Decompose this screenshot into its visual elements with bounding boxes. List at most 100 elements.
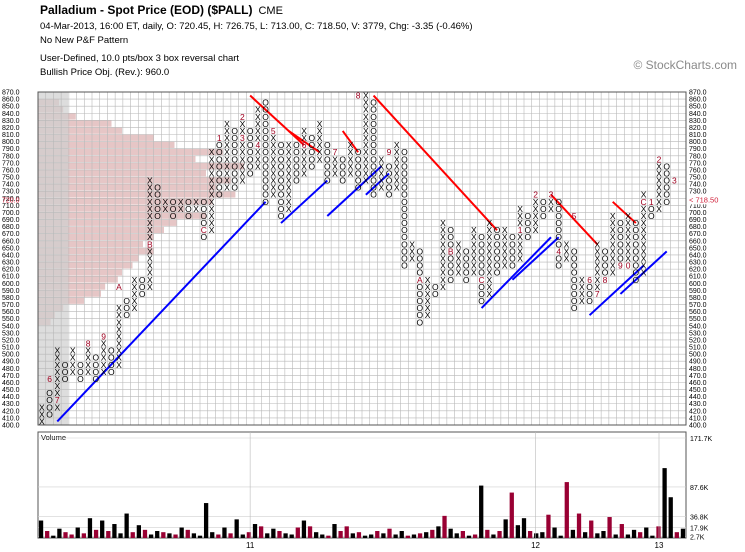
pf-month-label: 6 [302, 140, 307, 150]
pf-month-label: A [417, 275, 423, 285]
pf-o-box: O [262, 133, 269, 143]
pf-x-box: X [517, 239, 523, 249]
y-tick-right: 650.0 [689, 245, 707, 252]
pf-o-box: O [309, 154, 316, 164]
pf-x-box: X [255, 133, 261, 143]
pf-o-box: O [494, 225, 501, 235]
pf-x-box: X [132, 275, 138, 285]
last-price-label: < 718.50 [689, 195, 718, 204]
support-trendline [56, 201, 267, 423]
pf-x-box: X [301, 168, 307, 178]
volume-bar [289, 534, 294, 538]
pf-x-box: X [486, 275, 492, 285]
pf-x-box: X [286, 161, 292, 171]
volume-bar [638, 532, 643, 538]
pf-o-box: O [355, 161, 362, 171]
pf-x-box: X [224, 119, 230, 129]
pf-x-box: X [101, 339, 107, 349]
pf-x-box: X [147, 254, 153, 264]
y-tick-left: 400.0 [2, 423, 20, 430]
pf-x-box: X [224, 140, 230, 150]
y-tick-right: 550.0 [689, 316, 707, 323]
pf-x-box: X [564, 239, 570, 249]
pf-x-box: X [517, 246, 523, 256]
pf-o-box: O [571, 261, 578, 271]
volume-bar [216, 534, 221, 538]
y-tick-right: 790.0 [689, 146, 707, 153]
pf-o-box: O [417, 254, 424, 264]
pf-o-box: O [509, 254, 516, 264]
volume-bar [552, 527, 557, 538]
pf-o-box: O [586, 289, 593, 299]
volume-title: Volume [41, 433, 66, 442]
volume-bar [479, 485, 484, 538]
pf-x-box: X [255, 154, 261, 164]
volume-bar [417, 533, 423, 538]
support-trendline [326, 165, 382, 217]
y-tick-left: 760.0 [2, 167, 20, 174]
volume-tick: 36.8K [690, 515, 709, 522]
pf-o-box: O [555, 254, 562, 264]
pf-o-box: O [494, 246, 501, 256]
volume-bar [222, 527, 227, 538]
pf-x-box: X [270, 154, 276, 164]
pf-o-box: O [262, 126, 269, 136]
pf-x-box: X [625, 232, 631, 242]
pf-month-label: 5 [572, 211, 577, 221]
volume-bar [662, 468, 667, 538]
pf-o-box: O [633, 254, 640, 264]
pf-x-box: X [564, 246, 570, 256]
pf-x-box: X [209, 147, 215, 157]
pf-o-box: O [46, 395, 53, 405]
pf-month-label: 2 [657, 154, 662, 164]
pf-x-box: X [517, 254, 523, 264]
volume-bar [375, 531, 380, 538]
volume-bar [51, 535, 56, 538]
pf-month-label: 2 [533, 190, 538, 200]
pf-x-box: X [348, 147, 354, 157]
y-tick-right: 590.0 [689, 288, 707, 295]
volume-bar [589, 520, 594, 538]
pf-x-box: X [456, 254, 462, 264]
volume-bar [381, 533, 386, 538]
pf-x-box: X [332, 154, 338, 164]
pf-o-box: O [401, 183, 408, 193]
pf-o-box: O [278, 168, 285, 178]
chart-title: Palladium - Spot Price (EOD) ($PALL) CME [40, 3, 283, 17]
volume-x-tick: 13 [655, 541, 664, 550]
pf-month-label: 3 [672, 176, 677, 186]
y-tick-left: 570.0 [2, 302, 20, 309]
y-tick-left: 650.0 [2, 245, 20, 252]
volume-frame [37, 431, 687, 539]
pf-o-box: O [293, 176, 300, 186]
support-trendline [480, 236, 552, 309]
pf-o-box: O [46, 388, 53, 398]
pf-o-box: O [185, 211, 192, 221]
y-tick-left: 610.0 [2, 274, 20, 281]
pf-o-box: O [62, 367, 69, 377]
pf-o-box: O [370, 112, 377, 122]
pf-x-box: X [54, 374, 60, 384]
volume-bar [148, 534, 154, 538]
pf-x-box: X [641, 254, 647, 264]
pf-x-box: X [471, 232, 477, 242]
pf-o-box: O [401, 225, 408, 235]
pf-o-box: O [216, 161, 223, 171]
pf-month-label: 9 [618, 261, 623, 271]
pf-o-box: O [216, 168, 223, 178]
y-tick-left: 590.0 [2, 288, 20, 295]
y-tick-right: 800.0 [689, 139, 707, 146]
pf-o-box: O [478, 282, 485, 292]
volume-bar [240, 534, 245, 538]
pf-o-box: O [154, 197, 161, 207]
pf-x-box: X [533, 204, 539, 214]
pf-o-box: O [586, 282, 593, 292]
pf-month-label: 8 [86, 339, 91, 349]
pf-x-box: X [348, 161, 354, 171]
vbp-bar [38, 205, 185, 212]
pf-o-box: O [247, 133, 254, 143]
resistance-trendline [372, 94, 498, 231]
pf-o-box: O [324, 176, 331, 186]
volume-bar [668, 497, 673, 538]
pf-o-box: O [216, 176, 223, 186]
